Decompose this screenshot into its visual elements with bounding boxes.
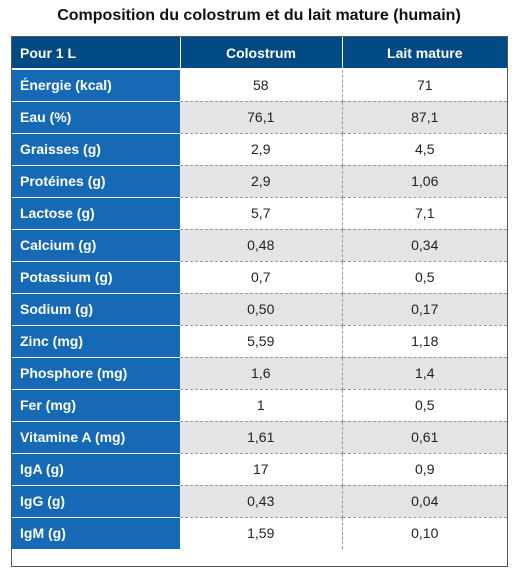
row-label: Lactose (g) bbox=[12, 197, 180, 230]
table-row: Graisses (g) 2,9 4,5 bbox=[12, 133, 507, 166]
colostrum-value: 1,61 bbox=[180, 421, 343, 454]
table-row: IgA (g) 17 0,9 bbox=[12, 453, 507, 486]
row-label: IgM (g) bbox=[12, 517, 180, 549]
row-label: Protéines (g) bbox=[12, 165, 180, 198]
table-row: IgM (g) 1,59 0,10 bbox=[12, 517, 507, 549]
mature-milk-value: 0,10 bbox=[342, 517, 507, 549]
colostrum-value: 0,48 bbox=[180, 229, 343, 262]
mature-milk-value: 1,06 bbox=[342, 165, 507, 198]
colostrum-value: 0,7 bbox=[180, 261, 343, 294]
mature-milk-value: 1,18 bbox=[342, 325, 507, 358]
colostrum-value: 5,7 bbox=[180, 197, 343, 230]
colostrum-value: 2,9 bbox=[180, 165, 343, 198]
mature-milk-value: 0,5 bbox=[342, 261, 507, 294]
row-label: Énergie (kcal) bbox=[12, 69, 180, 102]
table-row: Eau (%) 76,1 87,1 bbox=[12, 101, 507, 134]
row-label: Sodium (g) bbox=[12, 293, 180, 326]
table-row: Calcium (g) 0,48 0,34 bbox=[12, 229, 507, 262]
row-label: Fer (mg) bbox=[12, 389, 180, 422]
colostrum-value: 1,6 bbox=[180, 357, 343, 390]
colostrum-value: 5,59 bbox=[180, 325, 343, 358]
table-row: Potassium (g) 0,7 0,5 bbox=[12, 261, 507, 294]
composition-table: Pour 1 L Colostrum Lait mature Énergie (… bbox=[12, 37, 507, 549]
colostrum-value: 2,9 bbox=[180, 133, 343, 166]
mature-milk-value: 71 bbox=[342, 69, 507, 102]
table-row: Fer (mg) 1 0,5 bbox=[12, 389, 507, 422]
mature-milk-value: 0,17 bbox=[342, 293, 507, 326]
table-row: Lactose (g) 5,7 7,1 bbox=[12, 197, 507, 230]
table-row: Zinc (mg) 5,59 1,18 bbox=[12, 325, 507, 358]
colostrum-value: 1 bbox=[180, 389, 343, 422]
row-label: Vitamine A (mg) bbox=[12, 421, 180, 454]
colostrum-value: 1,59 bbox=[180, 517, 343, 549]
header-cell-unit: Pour 1 L bbox=[12, 37, 181, 70]
row-label: Potassium (g) bbox=[12, 261, 180, 294]
table-row: IgG (g) 0,43 0,04 bbox=[12, 485, 507, 518]
row-label: IgA (g) bbox=[12, 453, 180, 486]
mature-milk-value: 7,1 bbox=[342, 197, 507, 230]
mature-milk-value: 1,4 bbox=[342, 357, 507, 390]
table-row: Sodium (g) 0,50 0,17 bbox=[12, 293, 507, 326]
mature-milk-value: 4,5 bbox=[342, 133, 507, 166]
colostrum-value: 58 bbox=[180, 69, 343, 102]
row-label: Phosphore (mg) bbox=[12, 357, 180, 390]
table-row: Énergie (kcal) 58 71 bbox=[12, 69, 507, 102]
table-row: Vitamine A (mg) 1,61 0,61 bbox=[12, 421, 507, 454]
colostrum-value: 0,50 bbox=[180, 293, 343, 326]
mature-milk-value: 0,5 bbox=[342, 389, 507, 422]
colostrum-value: 0,43 bbox=[180, 485, 343, 518]
header-cell-mature-milk: Lait mature bbox=[342, 37, 507, 70]
row-label: Zinc (mg) bbox=[12, 325, 180, 358]
row-label: Graisses (g) bbox=[12, 133, 180, 166]
colostrum-value: 17 bbox=[180, 453, 343, 486]
table-body: Énergie (kcal) 58 71 Eau (%) 76,1 87,1 Graisse… bbox=[12, 69, 507, 549]
mature-milk-value: 87,1 bbox=[342, 101, 507, 134]
header-cell-colostrum: Colostrum bbox=[180, 37, 343, 70]
mature-milk-value: 0,9 bbox=[342, 453, 507, 486]
row-label: IgG (g) bbox=[12, 485, 180, 518]
table-header: Pour 1 L Colostrum Lait mature bbox=[12, 37, 507, 70]
mature-milk-value: 0,04 bbox=[342, 485, 507, 518]
row-label: Calcium (g) bbox=[12, 229, 180, 262]
row-label: Eau (%) bbox=[12, 101, 180, 134]
mature-milk-value: 0,34 bbox=[342, 229, 507, 262]
table-row: Phosphore (mg) 1,6 1,4 bbox=[12, 357, 507, 390]
colostrum-value: 76,1 bbox=[180, 101, 343, 134]
header-row: Pour 1 L Colostrum Lait mature bbox=[12, 37, 507, 70]
table-title: Composition du colostrum et du lait matu… bbox=[57, 7, 461, 24]
table-row: Protéines (g) 2,9 1,06 bbox=[12, 165, 507, 198]
mature-milk-value: 0,61 bbox=[342, 421, 507, 454]
